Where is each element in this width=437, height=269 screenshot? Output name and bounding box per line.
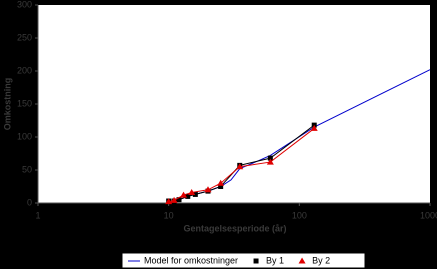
x-axis-label: Gentagelsesperiode (år) — [183, 223, 286, 233]
marker — [266, 158, 274, 165]
x-tick-label: 1000 — [420, 210, 437, 220]
marker — [217, 179, 225, 186]
y-tick-label: 200 — [17, 65, 32, 75]
y-tick-label: 100 — [17, 131, 32, 141]
y-axis-label: Omkostning — [2, 78, 12, 131]
y-tick-label: 300 — [17, 0, 32, 9]
legend-label: By 1 — [266, 255, 284, 265]
marker — [192, 191, 198, 197]
legend — [121, 252, 366, 269]
x-tick-label: 1 — [35, 210, 40, 220]
marker — [165, 198, 173, 205]
plot-area — [38, 5, 430, 203]
legend-label: Model for omkostninger — [144, 255, 238, 265]
marker — [180, 191, 188, 198]
marker — [267, 155, 273, 161]
legend-marker — [253, 258, 259, 264]
y-tick-label: 50 — [22, 164, 32, 174]
marker — [170, 196, 178, 203]
legend-items: Model for omkostninger By 1 By 2 — [128, 255, 330, 265]
legend-marker — [298, 257, 306, 264]
marker — [185, 193, 191, 199]
marker — [218, 184, 224, 189]
marker — [310, 124, 318, 131]
marker — [204, 186, 212, 193]
y-tick-label: 150 — [17, 98, 32, 108]
legend-label: By 2 — [312, 255, 330, 265]
x-tick-label: 10 — [164, 210, 174, 220]
marker — [188, 188, 196, 195]
y-tick-label: 0 — [27, 197, 32, 207]
y-tick-label: 250 — [17, 32, 32, 42]
x-tick-label: 100 — [292, 210, 307, 220]
marker — [176, 197, 182, 203]
marker — [236, 163, 244, 170]
